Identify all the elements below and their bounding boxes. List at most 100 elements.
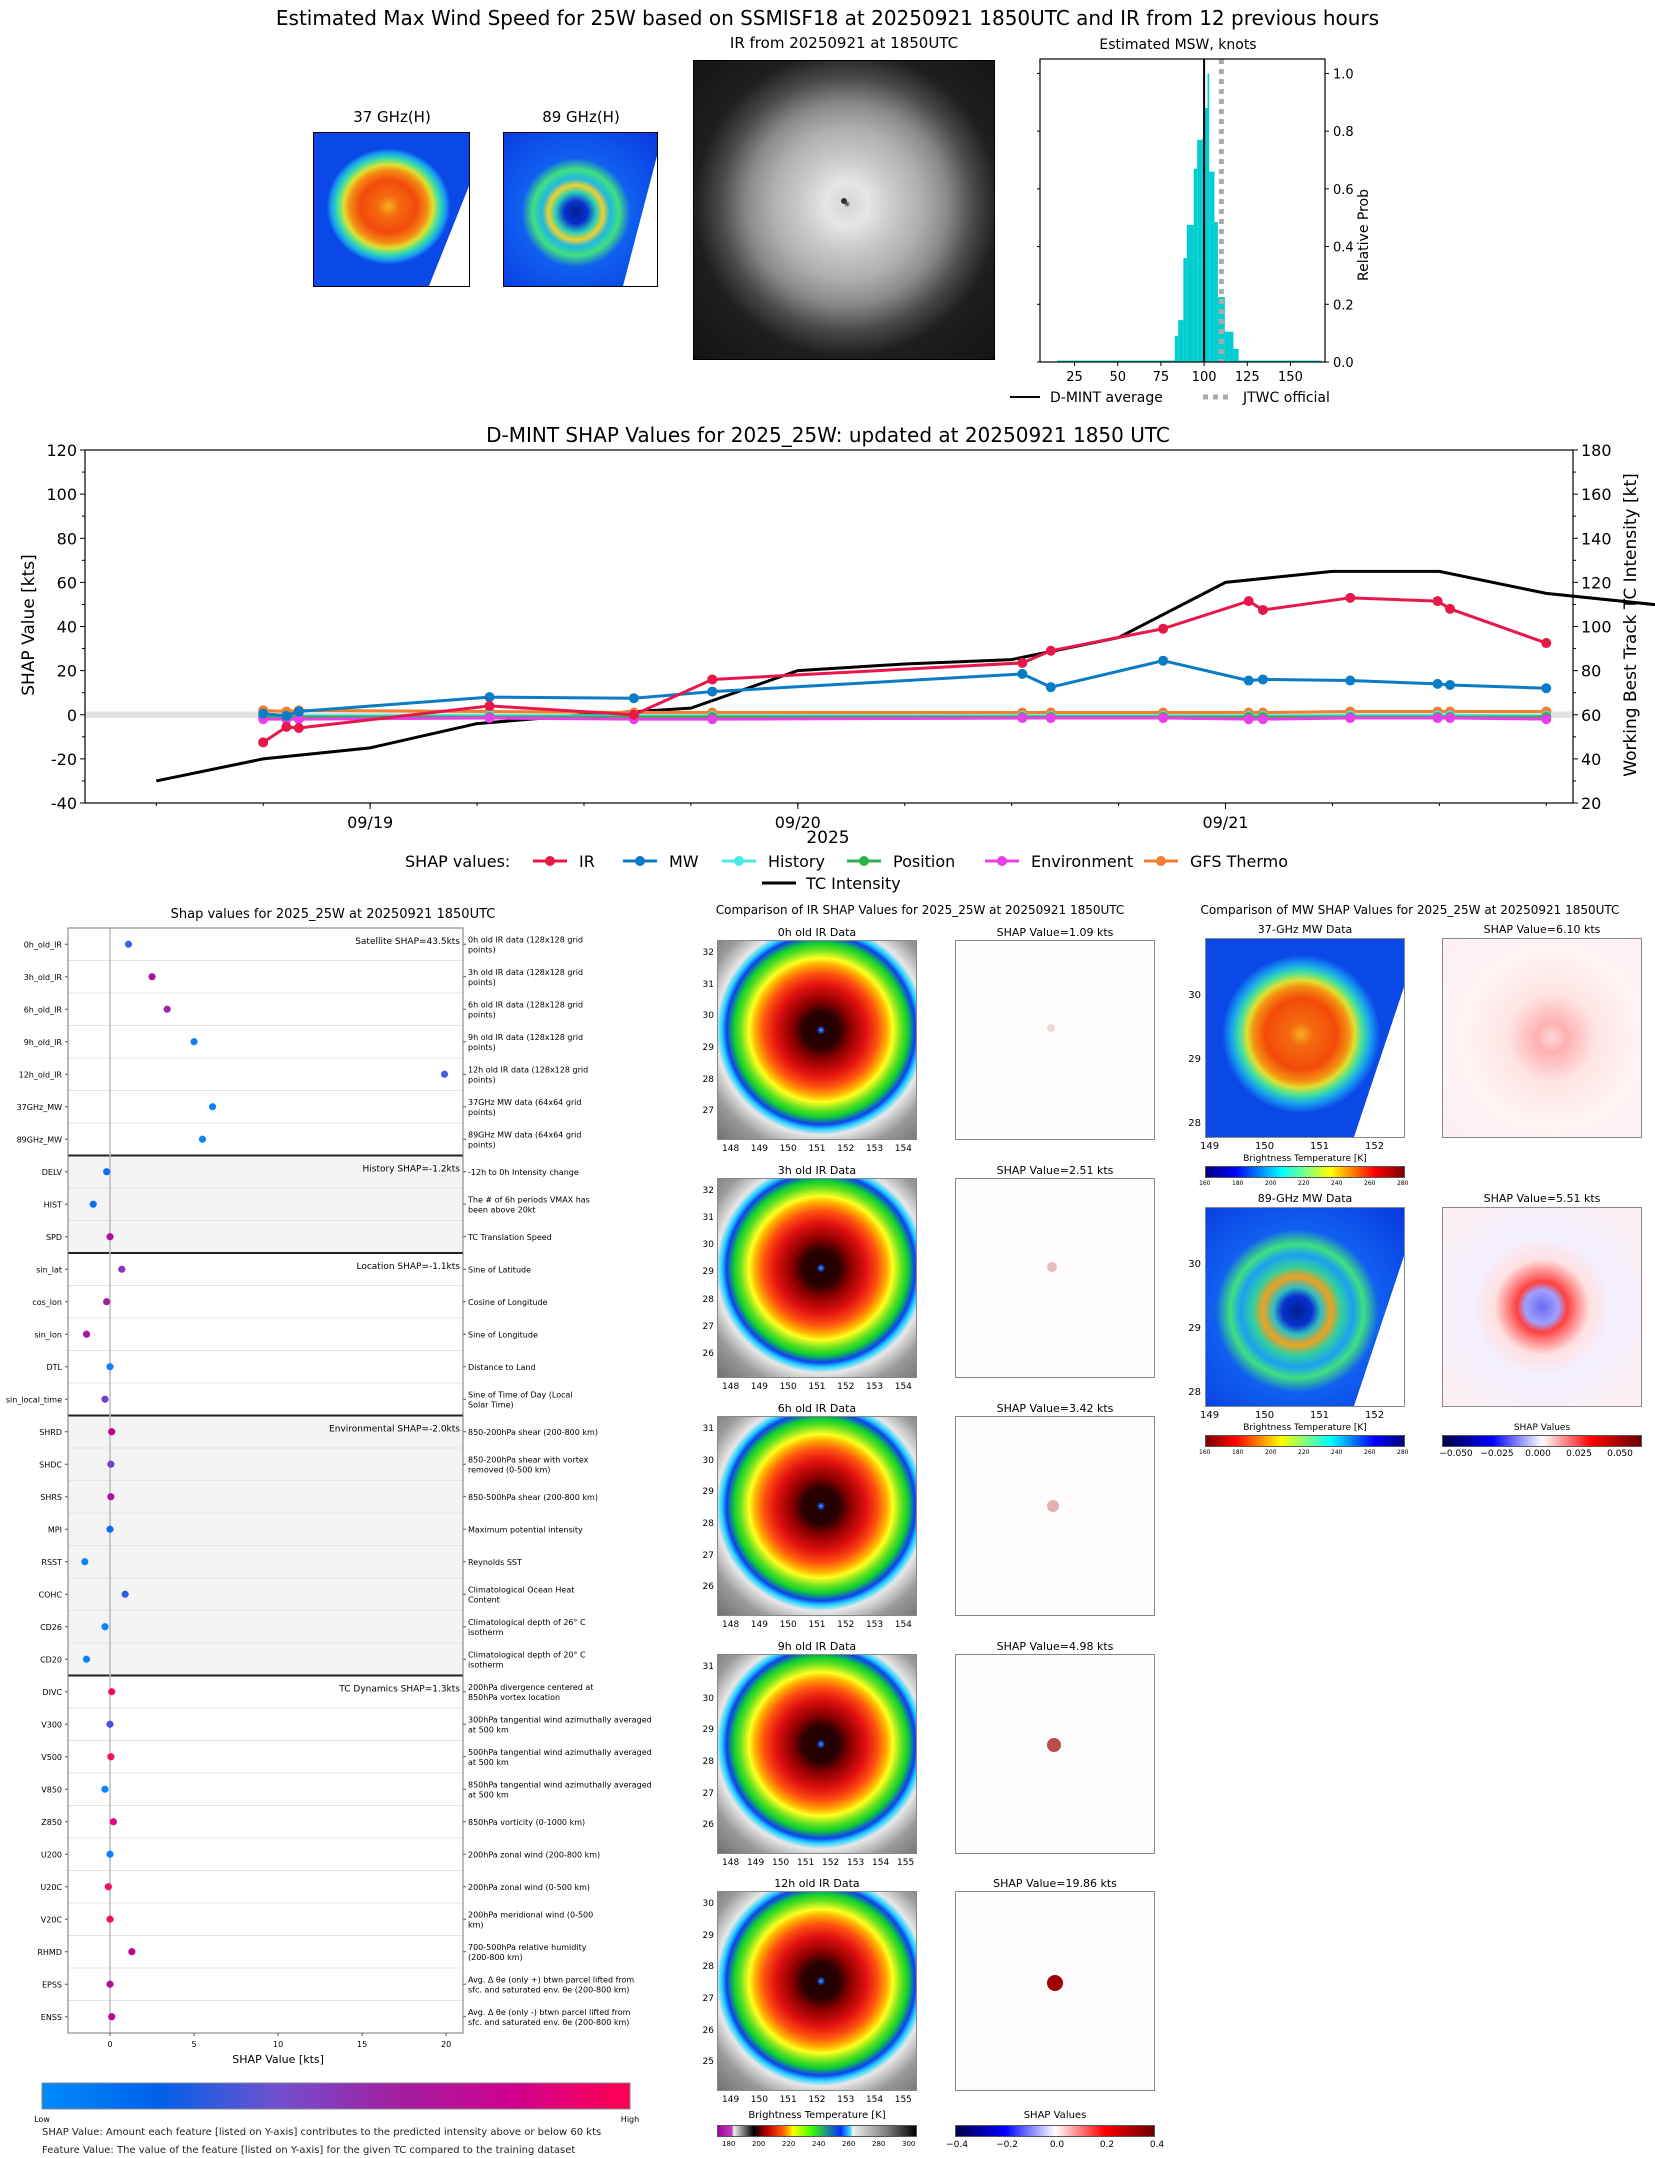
mw-data-image (1205, 1207, 1405, 1407)
feature-description: been above 20kt (468, 1205, 536, 1214)
ir-lat-tick: 28 (702, 1074, 714, 1085)
ir-shap-title: SHAP Value=3.42 kts (996, 1402, 1114, 1415)
timeseries-frame (84, 449, 1574, 804)
feature-description: at 500 km (468, 1790, 509, 1799)
shap-hotspot (1047, 1024, 1056, 1033)
ir-lat-tick: 29 (702, 1930, 714, 1941)
ir-lon-tick: 148 (722, 1620, 740, 1630)
ir-lat-tick: 28 (702, 1962, 714, 1973)
group-summary: Environmental SHAP=-2.0kts (329, 1425, 460, 1435)
ir-lon-tick: 151 (797, 1858, 815, 1868)
shap-timeseries-chart: D-MINT SHAP Values for 2025_25W: updated… (19, 423, 1655, 893)
series-point-environment (1345, 713, 1356, 724)
mw-shap-colorbar-tick: 0.025 (1566, 1449, 1592, 1459)
ir-lon-tick: 152 (837, 1620, 855, 1630)
shap-colorbar-tick: 0.2 (1099, 2140, 1115, 2150)
ir-lon-tick: 149 (750, 1382, 768, 1392)
ir-lon-tick: 150 (750, 2095, 768, 2105)
colorbar-high-label: High (621, 2115, 639, 2124)
series-point-ir (1257, 604, 1268, 615)
mw-colorbar-tick: 160 (1199, 1449, 1211, 1456)
feature-description: sfc. and saturated env. θe (200-800 km) (468, 2018, 629, 2027)
series-point-environment (1432, 713, 1443, 724)
histogram-bar (1178, 320, 1184, 362)
ir-lat-tick: 27 (702, 1106, 714, 1117)
ir-lat-tick: 26 (702, 1582, 714, 1593)
ir-shap-image (955, 1178, 1155, 1378)
bt-colorbar-tick: 220 (782, 2140, 796, 2148)
series-point-ir (707, 674, 718, 685)
feature-label: 12h_old_IR (19, 1070, 63, 1079)
ir-lon-tick: 153 (865, 1382, 884, 1392)
feature-label: 89GHz_MW (17, 1135, 62, 1144)
timeseries-xlabel: 2025 (806, 828, 849, 848)
ir-lat-tick: 27 (702, 1321, 714, 1332)
feature-shap-point (163, 1005, 171, 1013)
series-point-mw (1243, 675, 1254, 686)
feature-label: sin_lon (34, 1330, 62, 1339)
feature-description: 850-500hPa shear (200-800 km) (468, 1493, 598, 1502)
ir-lon-tick: 148 (722, 1144, 740, 1154)
ir-shap-title: SHAP Value=2.51 kts (996, 1164, 1114, 1177)
feature-label: 6h_old_IR (24, 1005, 63, 1014)
histogram-frame (1039, 58, 1326, 363)
series-point-mw (1257, 674, 1268, 685)
histogram-bar (1238, 360, 1322, 362)
feature-description: points) (468, 978, 496, 987)
mw-colorbar-label: Brightness Temperature [K] (1243, 1423, 1367, 1433)
group-summary: Satellite SHAP=43.5kts (355, 937, 460, 947)
ir-lon-tick: 152 (808, 2095, 826, 2105)
series-point-mw (1432, 678, 1443, 689)
ir-lon-tick: 149 (750, 1144, 768, 1154)
feature-description: Sine of Longitude (468, 1330, 538, 1339)
bt-colorbar-tick: 260 (842, 2140, 856, 2148)
x-tick-label: 25 (1066, 370, 1083, 385)
mw-colorbar-tick: 180 (1232, 1449, 1244, 1456)
ir-lon-tick: 152 (837, 1144, 855, 1154)
feature-description: Solar Time) (468, 1400, 514, 1409)
mw-colorbar-tick: 200 (1265, 1449, 1277, 1456)
series-point-ir (484, 700, 495, 711)
mw-lat-tick: 30 (1188, 1259, 1201, 1270)
ir-data-image (717, 1416, 917, 1616)
y-tick-label: 20 (57, 662, 77, 681)
feature-description: 89GHz MW data (64x64 grid (468, 1130, 581, 1139)
legend-marker (997, 856, 1007, 866)
feature-label: cos_lon (32, 1298, 62, 1307)
feature-description: Cosine of Longitude (468, 1298, 548, 1307)
ir-lon-tick: 155 (897, 1858, 915, 1868)
msw-histogram-ylabel: Relative Prob (1356, 189, 1370, 281)
ir-lat-tick: 29 (702, 1487, 714, 1498)
ir-lon-tick: 154 (865, 2095, 884, 2105)
feature-description: TC Translation Speed (467, 1233, 552, 1242)
ir-lon-tick: 151 (808, 1144, 826, 1154)
series-point-ir (1541, 638, 1552, 649)
feature-label: Z850 (41, 1818, 62, 1827)
colorbar-low-label: Low (34, 2115, 50, 2124)
ir-lat-tick: 31 (702, 1213, 714, 1224)
series-point-mw (293, 706, 304, 717)
ir-lon-tick: 149 (722, 2095, 740, 2105)
feature-description: 6h old IR data (128x128 grid (468, 1000, 583, 1009)
ir-lat-tick: 30 (702, 1455, 714, 1466)
feature-shap-point (106, 1915, 114, 1923)
x-tick-label: 09/20 (775, 813, 821, 832)
histogram-bar (1224, 331, 1234, 362)
ir-data-image (717, 1891, 917, 2091)
feature-shap-point (103, 1168, 111, 1176)
ir-data-title: 3h old IR Data (777, 1164, 857, 1177)
series-point-environment (1257, 714, 1268, 725)
y2-tick-label: 140 (1581, 529, 1612, 548)
ir-data-image (717, 1654, 917, 1854)
feature-description: points) (468, 1010, 496, 1019)
ir-lat-tick: 26 (702, 1820, 714, 1831)
feature-label: COHC (39, 1590, 63, 1599)
feature-description: 850hPa vortex location (468, 1693, 560, 1702)
feature-shap-point (108, 2013, 116, 2021)
feature-shap-point (81, 1558, 89, 1566)
group-band-location (68, 1253, 463, 1416)
shap-colorbar-label: SHAP Values (1023, 2110, 1087, 2121)
feature-description: 300hPa tangential wind azimuthally avera… (468, 1715, 652, 1724)
ir-shap-image (955, 1891, 1155, 2091)
y-tick-label: -20 (51, 750, 77, 769)
